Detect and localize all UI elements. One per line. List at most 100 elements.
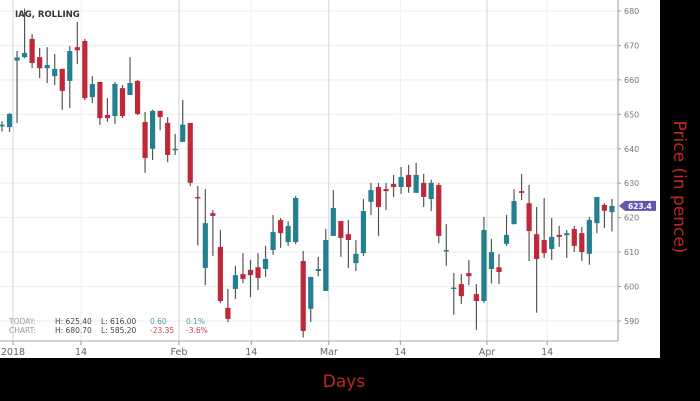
- today-high: H: 625.40: [55, 317, 92, 326]
- plot-background: [0, 0, 660, 358]
- candle-down: [458, 274, 464, 305]
- candle-down: [74, 22, 80, 65]
- chart-low: L: 585.20: [101, 326, 137, 335]
- candle-up: [609, 199, 615, 232]
- candle-body: [59, 68, 65, 91]
- candle-up: [0, 121, 5, 132]
- candle-down: [217, 230, 223, 304]
- x-tick-label: Apr: [479, 347, 496, 358]
- candle-up: [44, 47, 50, 83]
- candle-body: [285, 225, 291, 243]
- candle-down: [195, 185, 201, 246]
- candle-up: [308, 276, 314, 322]
- candle-body: [44, 65, 50, 69]
- y-tick-label: 620: [624, 214, 639, 223]
- candle-up: [488, 238, 495, 284]
- candle-body: [187, 122, 193, 183]
- candle-body: [142, 121, 148, 159]
- candle-up: [67, 46, 73, 109]
- candle-down: [541, 198, 547, 258]
- candle-up: [52, 54, 58, 86]
- candle-body: [458, 284, 464, 297]
- candle-down: [119, 85, 126, 119]
- candle-body: [428, 182, 434, 200]
- candle-body: [443, 250, 449, 252]
- candle-body: [119, 88, 126, 117]
- candle-down: [142, 111, 148, 173]
- candle-body: [74, 47, 80, 51]
- candle-down: [496, 253, 502, 285]
- candle-up: [594, 196, 600, 234]
- candle-body: [503, 234, 510, 244]
- candle-body: [210, 213, 216, 216]
- candle-body: [6, 113, 13, 128]
- candle-up: [330, 190, 336, 236]
- candle-body: [375, 186, 382, 207]
- candle-body: [127, 82, 133, 96]
- candle-body: [451, 287, 457, 290]
- candle-down: [225, 288, 231, 322]
- candle-down: [210, 210, 216, 256]
- candle-up: [172, 133, 178, 155]
- x-tick-label: 14: [541, 347, 553, 358]
- candle-body: [586, 220, 592, 254]
- candle-up: [549, 217, 555, 261]
- y-tick-label: 680: [624, 7, 639, 16]
- candle-body: [549, 236, 555, 249]
- candles: [0, 8, 615, 338]
- candle-down: [300, 251, 306, 338]
- candle-up: [586, 216, 592, 265]
- x-axis-ticks: 2018 14 Feb 14 Mar 14 Apr 14: [1, 341, 553, 358]
- candle-body: [541, 240, 547, 254]
- candle-up: [511, 189, 517, 225]
- candle-body: [534, 234, 540, 259]
- candle-body: [195, 196, 201, 199]
- candle-body: [496, 267, 502, 273]
- candle-up: [443, 224, 449, 266]
- candle-body: [338, 221, 344, 238]
- candle-body: [436, 184, 442, 236]
- candle-body: [202, 223, 208, 268]
- candle-down: [338, 221, 344, 257]
- today-low: L: 616.00: [101, 317, 137, 326]
- candle-body: [556, 234, 562, 237]
- candle-body: [601, 204, 607, 211]
- candle-body: [157, 110, 163, 118]
- candle-down: [390, 174, 397, 197]
- x-axis-title: Days: [323, 372, 366, 392]
- candle-body: [89, 84, 95, 98]
- candle-body: [488, 252, 495, 269]
- candle-body: [609, 205, 615, 213]
- x-tick-label: Mar: [320, 347, 338, 358]
- chart-change: -23.35: [150, 326, 174, 335]
- candle-body: [571, 229, 577, 246]
- candle-up: [285, 221, 291, 246]
- candle-down: [59, 68, 65, 110]
- candle-down: [247, 260, 254, 298]
- candle-up: [353, 240, 359, 272]
- candle-body: [413, 174, 419, 193]
- candle-up: [360, 199, 367, 256]
- candle-down: [157, 110, 163, 131]
- candle-body: [421, 182, 427, 197]
- candle-down: [601, 203, 607, 228]
- candle-body: [594, 196, 600, 224]
- y-tick-label: 610: [624, 248, 639, 257]
- candle-body: [82, 40, 88, 99]
- candle-down: [278, 217, 284, 248]
- candle-down: [97, 81, 103, 125]
- candle-body: [225, 307, 231, 319]
- candle-body: [406, 174, 412, 187]
- candle-body: [67, 50, 73, 81]
- candle-body: [383, 189, 389, 192]
- x-tick-label: 14: [245, 347, 257, 358]
- candle-body: [0, 124, 5, 127]
- candle-down: [534, 206, 540, 313]
- today-label: TODAY:: [8, 317, 36, 326]
- candle-body: [466, 273, 472, 277]
- candle-up: [202, 189, 208, 286]
- chart-high: H: 680.70: [55, 326, 92, 335]
- candle-body: [323, 240, 329, 291]
- candle-body: [345, 234, 351, 241]
- candle-body: [564, 233, 570, 236]
